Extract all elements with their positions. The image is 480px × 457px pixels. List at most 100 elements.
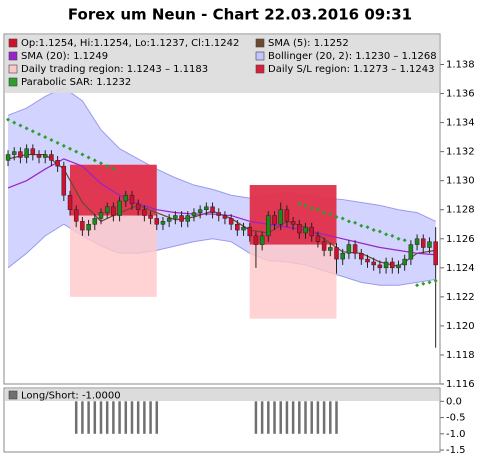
- candle-body: [321, 241, 327, 251]
- bar: [87, 401, 90, 434]
- candle-body: [284, 209, 290, 222]
- bollinger-line: [7, 87, 436, 222]
- candle-body: [340, 253, 345, 260]
- sar-dot: [61, 143, 66, 148]
- sar-dot: [328, 212, 333, 217]
- candle-body: [402, 258, 407, 266]
- candle-body: [247, 226, 252, 237]
- candle-body: [421, 238, 426, 248]
- legend-label: Op:1.1254, Hi:1.1254, Lo:1.1237, Cl:1.12…: [21, 38, 239, 49]
- candle-body: [235, 223, 240, 231]
- legend-swatch: [255, 64, 265, 74]
- candle-body: [365, 258, 370, 263]
- bar: [124, 401, 128, 434]
- legend-label: SMA (20): 1.1249: [21, 51, 108, 62]
- sar-dot: [43, 135, 48, 140]
- candle-body: [55, 160, 60, 167]
- candle-body: [396, 264, 401, 269]
- candle-body: [414, 238, 420, 245]
- candle-body: [303, 226, 308, 234]
- candle-body: [383, 261, 389, 269]
- bar: [118, 401, 121, 434]
- bar: [74, 401, 78, 434]
- legend-swatch: [8, 64, 18, 74]
- candle-body: [377, 264, 383, 269]
- candle-body: [92, 218, 98, 225]
- y-tick-label: 0.0: [446, 396, 462, 407]
- sar-dot: [98, 161, 103, 166]
- legend-swatch: [255, 51, 265, 61]
- y-tick-label: 1.130: [446, 176, 475, 187]
- bar: [298, 401, 301, 434]
- bar: [310, 401, 313, 434]
- legend-label: Long/Short: -1.0000: [21, 391, 121, 402]
- candle-body: [154, 218, 160, 225]
- sar-dot: [303, 203, 308, 208]
- sar-dot: [24, 126, 29, 131]
- candle-body: [222, 215, 228, 219]
- candle-body: [185, 215, 191, 222]
- sar-dot: [6, 117, 11, 122]
- candle-body: [427, 241, 432, 248]
- y-tick-label: 1.132: [446, 147, 475, 158]
- sar-dot: [12, 120, 17, 125]
- candle-body: [160, 221, 166, 225]
- candle-body: [328, 247, 333, 251]
- bar: [155, 401, 159, 434]
- legend-label: Daily S/L region: 1.1273 – 1.1243: [268, 64, 434, 75]
- candle-body: [73, 209, 79, 222]
- sar-dot: [315, 207, 320, 212]
- legend-swatch: [8, 51, 18, 61]
- candle-body: [49, 154, 54, 161]
- candle-body: [359, 253, 364, 260]
- bar: [130, 401, 134, 434]
- bar: [136, 401, 140, 434]
- bar: [329, 401, 332, 434]
- y-tick-label: 1.120: [446, 321, 475, 332]
- chart-title: Forex um Neun - Chart 22.03.2016 09:31: [68, 6, 412, 24]
- candle-body: [173, 215, 178, 219]
- candle-body: [42, 154, 48, 158]
- sar-dot: [353, 220, 358, 225]
- candle-body: [259, 235, 265, 245]
- legend-label: SMA (5): 1.1252: [268, 38, 349, 49]
- legend-swatch: [8, 390, 18, 400]
- sar-dot: [322, 210, 327, 215]
- candle-body: [11, 151, 17, 155]
- candle-body: [210, 206, 215, 213]
- sar-dot: [377, 229, 382, 234]
- sar-dot: [384, 232, 389, 237]
- sar-dot: [334, 214, 339, 219]
- bar: [279, 401, 282, 434]
- candle-body: [278, 209, 283, 225]
- sma-line: [7, 158, 436, 256]
- sar-dot: [37, 132, 42, 137]
- candle-body: [253, 235, 259, 245]
- bar: [99, 401, 103, 434]
- bar: [105, 401, 109, 434]
- main-frame: [3, 33, 441, 385]
- sar-dot: [30, 129, 35, 134]
- bar: [260, 401, 264, 434]
- sar-dot: [396, 236, 401, 241]
- bar: [267, 401, 270, 434]
- sar-dot: [346, 219, 351, 224]
- y-tick-label: -1.5: [446, 445, 466, 456]
- indicator-plot: 0.0 -0.5 -1.0 -1.5 Long/Short: -1.0000: [5, 389, 466, 456]
- candle-body: [123, 194, 129, 202]
- legend-label: Parabolic SAR: 1.1232: [21, 77, 131, 88]
- y-tick-label: 1.136: [446, 89, 475, 100]
- candle-body: [179, 215, 184, 222]
- sar-dot: [49, 138, 54, 143]
- candle-body: [408, 244, 414, 260]
- legend-box: [5, 389, 439, 401]
- bar: [316, 401, 320, 434]
- candle-body: [135, 203, 141, 210]
- bar: [81, 401, 84, 434]
- y-tick-label: 1.128: [446, 205, 475, 216]
- candle-body: [30, 148, 36, 155]
- candle-body: [191, 212, 197, 216]
- sar-dot: [68, 146, 73, 151]
- legend-label: Bollinger (20, 2): 1.1230 – 1.1268: [268, 51, 437, 62]
